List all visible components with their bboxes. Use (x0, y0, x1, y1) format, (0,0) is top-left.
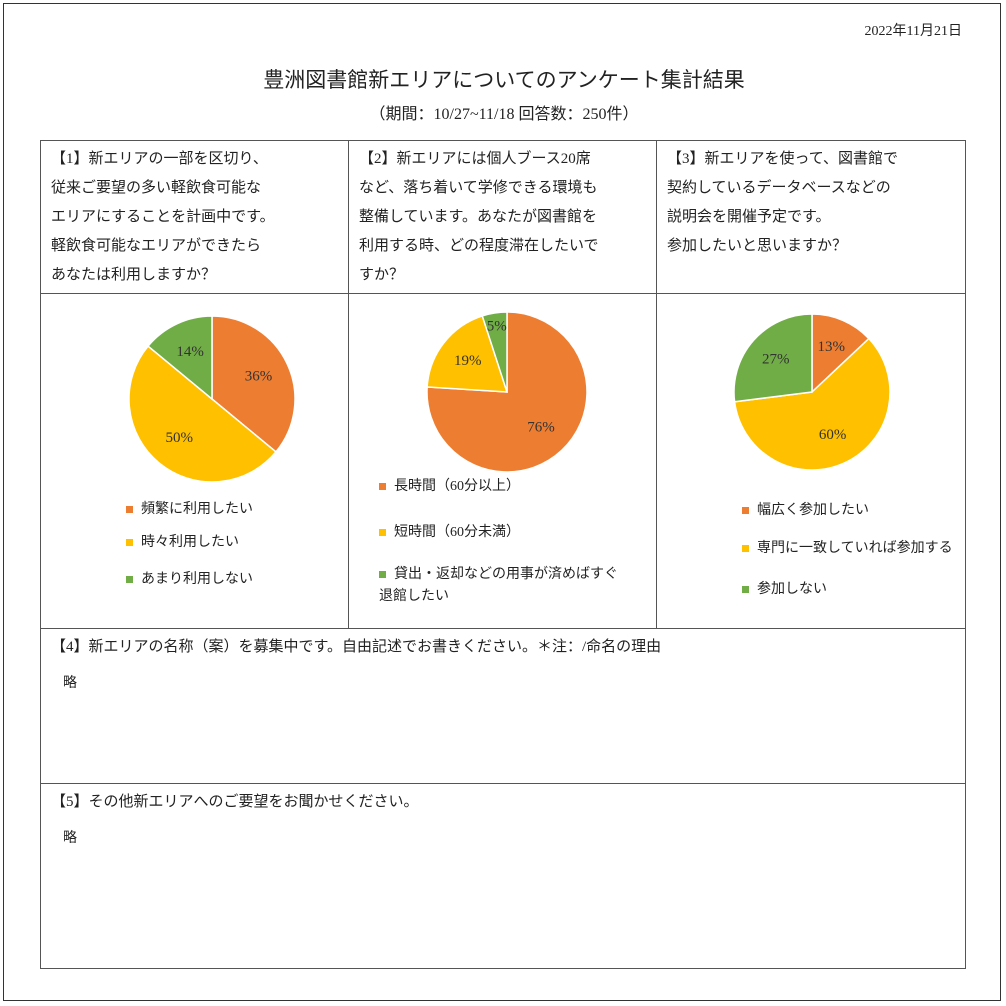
question-line: 従来ご要望の多い軽飲食可能な (51, 180, 262, 196)
question-line: あなたは利用しますか？ (51, 267, 217, 283)
legend-item: 参加しない (742, 579, 1002, 601)
pie-slice (146, 315, 213, 401)
question-line: 【2】新エリアには個人ブース20席 (359, 151, 591, 167)
slice-label: 13% (817, 339, 845, 355)
legend-item: あまり利用しない (126, 569, 386, 591)
question-cell: 【3】新エリアを使って、図書館で 契約しているデータベースなどの 説明会を開催予定で… (656, 140, 966, 294)
question-line: 契約しているデータベースなどの (667, 180, 891, 196)
question-line: 軽飲食可能なエリアができたら (51, 238, 262, 254)
legend-item: 頻繁に利用したい (126, 499, 386, 521)
chart-cell: 13% 60% 27% 幅広く参加したい 専門に一致していれば参加する 参加しない (656, 293, 966, 629)
answer-text: 略 (63, 831, 77, 846)
pie-slice (128, 345, 278, 483)
slice-label: 76% (527, 420, 555, 436)
question-text: 【5】その他新エリアへのご要望をお聞かせください。 (51, 794, 419, 810)
title: 豊洲図書館新エリアについてのアンケート集計結果 (263, 68, 745, 92)
question-text: 【4】新エリアの名称（案）を募集中です。自由記述でお書きください。＊注：/命名の… (51, 639, 662, 655)
legend-label: 頻繁に利用したい (141, 502, 253, 517)
legend-label: 長時間（60分以上） (394, 479, 520, 494)
question-line: エリアにすることを計画中です。 (51, 209, 275, 225)
slice-label: 5% (487, 319, 507, 335)
question-line: すか？ (359, 267, 405, 283)
legend-swatch (742, 586, 749, 594)
legend-item: 貸出・返却などの用事が済めばすぐ退館したい (379, 564, 629, 608)
pie-slice (426, 314, 509, 393)
legend-item: 専門に一致していれば参加する (742, 538, 1002, 560)
free-question-cell: 【4】新エリアの名称（案）を募集中です。自由記述でお書きください。＊注：/命名の… (40, 628, 966, 784)
pie-chart: 36% 50% 14% (128, 315, 296, 483)
question-line: 【1】新エリアの一部を区切り、 (51, 151, 268, 167)
legend-swatch (379, 571, 386, 579)
legend-label: 短時間（60分未満） (394, 525, 520, 540)
free-question-cell: 【5】その他新エリアへのご要望をお聞かせください。略 (40, 783, 966, 969)
slice-label: 14% (176, 344, 204, 360)
question-line: 利用する時、どの程度滞在したいで (359, 238, 599, 254)
question-line: 【3】新エリアを使って、図書館で (667, 151, 899, 167)
legend-swatch (126, 576, 133, 584)
legend-label: あまり利用しない (141, 572, 253, 587)
page: 2022年11月21日 豊洲図書館新エリアについてのアンケート集計結果 （期間：… (3, 3, 1001, 1001)
date: 2022年11月21日 (864, 24, 962, 39)
legend-label: 幅広く参加したい (757, 503, 869, 518)
slice-label: 36% (245, 369, 272, 385)
legend-item: 幅広く参加したい (742, 500, 1002, 522)
slice-label: 19% (454, 353, 482, 369)
chart-cell: 76% 19% 5% 長時間（60分以上） 短時間（60分未満） 貸出・返却などの用事が済… (348, 293, 657, 629)
legend: 長時間（60分以上） 短時間（60分未満） 貸出・返却などの用事が済めばすぐ退館した… (349, 294, 657, 629)
question-line: 参加したいと思いますか？ (667, 238, 848, 254)
pie-chart: 76% 19% 5% (426, 311, 588, 473)
slice-label: 50% (165, 430, 193, 446)
legend: 幅広く参加したい専門に一致していれば参加する 参加しない (657, 294, 966, 629)
question-line: 整備しています。あなたが図書館を (359, 209, 598, 225)
question-cell: 【1】新エリアの一部を区切り、 従来ご要望の多い軽飲食可能な エリアにすることを計画… (40, 140, 349, 294)
legend-label: 参加しない (757, 582, 827, 597)
legend-swatch (742, 507, 749, 515)
subtitle: （期間：10/27~11/18 回答数：250件） (369, 106, 639, 123)
pie-chart: 13% 60% 27% (733, 313, 891, 471)
legend-swatch (379, 483, 386, 491)
question-cell: 【2】新エリアには個人ブース20席 など、落ち着いて学修できる環境も 整備しています… (348, 140, 657, 294)
pie-slice (733, 337, 891, 471)
slice-label: 27% (762, 351, 790, 367)
legend-label: 貸出・返却などの用事が済めばすぐ退館したい (379, 567, 618, 604)
legend-swatch (379, 529, 386, 537)
legend: 頻繁に利用したい 時々利用したい あまり利用しない (41, 294, 349, 629)
legend-label: 時々利用したい (141, 535, 239, 550)
chart-cell: 36% 50% 14% 頻繁に利用したい 時々利用したい あまり利用しない (40, 293, 349, 629)
pie-slice (481, 311, 508, 393)
answer-text: 略 (63, 676, 77, 691)
legend-swatch (742, 545, 749, 553)
slice-label: 60% (819, 427, 847, 443)
legend-swatch (126, 506, 133, 514)
legend-item: 長時間（60分以上） (379, 476, 629, 498)
pie-slice (211, 315, 296, 453)
legend-item: 短時間（60分未満） (379, 522, 629, 544)
pie-slice (733, 313, 813, 403)
legend-swatch (126, 539, 133, 547)
legend-label: 専門に一致していれば参加する (757, 541, 953, 556)
legend-item: 時々利用したい (126, 532, 386, 554)
question-line: など、落ち着いて学修できる環境も (359, 180, 598, 196)
question-line: 説明会を開催予定です。 (667, 209, 831, 225)
pie-slice (811, 313, 870, 394)
